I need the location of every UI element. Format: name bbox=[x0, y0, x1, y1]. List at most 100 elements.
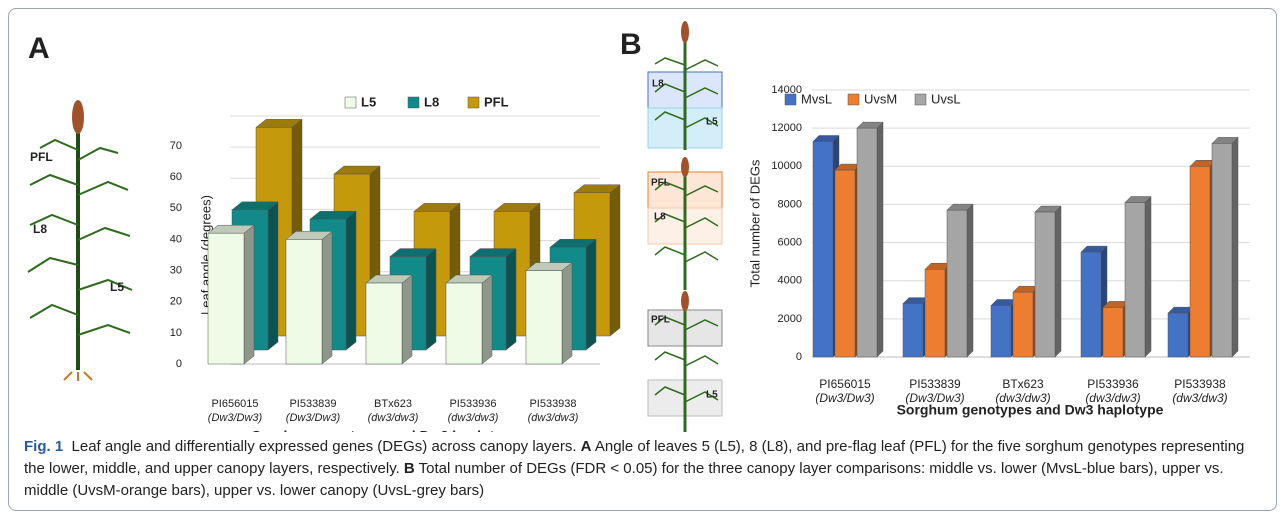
y-tick-label: 10000 bbox=[771, 160, 802, 172]
bar bbox=[526, 271, 562, 364]
plant-label: L8 bbox=[652, 79, 664, 90]
x-tick-note: (dw3/dw3) bbox=[448, 412, 499, 424]
plant-label: L8 bbox=[654, 212, 666, 223]
panicle bbox=[72, 100, 84, 134]
legend-label: L5 bbox=[361, 94, 376, 109]
bar bbox=[903, 304, 923, 357]
x-axis-title: Sorghum genotypes and Dw3 haplotype bbox=[897, 402, 1164, 418]
bar-side bbox=[586, 239, 596, 350]
bar bbox=[208, 233, 244, 364]
bar-side bbox=[1145, 197, 1151, 357]
bar bbox=[1125, 203, 1145, 357]
plant-label: PFL bbox=[651, 178, 670, 189]
caption-bold: B bbox=[404, 460, 415, 477]
bar bbox=[1103, 307, 1123, 357]
bar-side bbox=[346, 211, 356, 350]
y-tick-label: 30 bbox=[170, 264, 182, 276]
bar bbox=[1168, 313, 1188, 357]
bar-side bbox=[967, 204, 973, 357]
x-tick-note: (dw3/dw3) bbox=[1172, 391, 1227, 405]
bar bbox=[1081, 252, 1101, 357]
caption-bold: A bbox=[581, 438, 592, 455]
x-tick-label: PI533936 bbox=[449, 398, 496, 410]
bar-side bbox=[562, 263, 572, 364]
y-tick-label: 6000 bbox=[778, 236, 802, 248]
bar bbox=[813, 141, 833, 357]
legend-label: MvsL bbox=[801, 91, 832, 106]
x-tick-label: PI656015 bbox=[211, 398, 258, 410]
x-tick-label: PI656015 bbox=[819, 377, 871, 391]
x-tick-note: (dw3/dw3) bbox=[368, 412, 419, 424]
legend-swatch bbox=[345, 97, 356, 108]
caption: Fig. 1 Leaf angle and differentially exp… bbox=[24, 436, 1259, 502]
bar bbox=[991, 306, 1011, 357]
x-tick-note: (Dw3/Dw3) bbox=[286, 412, 341, 424]
legend-label: UvsM bbox=[864, 91, 897, 106]
x-tick-label: PI533936 bbox=[1087, 377, 1139, 391]
y-tick-label: 0 bbox=[796, 351, 802, 363]
x-tick-label: PI533938 bbox=[1174, 377, 1226, 391]
plant-label: PFL bbox=[30, 150, 53, 164]
plant-label: L8 bbox=[33, 222, 47, 236]
plant-label: L5 bbox=[706, 117, 718, 128]
x-tick-label: PI533839 bbox=[909, 377, 961, 391]
caption-bold: Fig. 1 bbox=[24, 438, 63, 455]
legend-label: UvsL bbox=[931, 91, 961, 106]
y-tick-label: 4000 bbox=[778, 275, 802, 287]
bar bbox=[835, 170, 855, 357]
x-tick-note: (Dw3/Dw3) bbox=[815, 391, 874, 405]
bar-side bbox=[402, 275, 412, 364]
x-tick-note: (Dw3/Dw3) bbox=[208, 412, 263, 424]
bar bbox=[925, 269, 945, 357]
bar-side bbox=[877, 122, 883, 357]
plant-label: L5 bbox=[110, 280, 124, 294]
bar bbox=[366, 283, 402, 364]
panel-letter: B bbox=[620, 28, 642, 61]
plant-a bbox=[28, 130, 132, 381]
legend-label: PFL bbox=[484, 94, 509, 109]
legend-swatch bbox=[848, 94, 859, 105]
panel-letter: A bbox=[28, 32, 50, 65]
bar-side bbox=[1055, 206, 1061, 357]
bar bbox=[857, 128, 877, 357]
y-tick-label: 70 bbox=[170, 140, 182, 152]
page: PFL L8 L5 L8 L5 PFL L8 PFL L5 A bbox=[0, 0, 1287, 521]
bar-side bbox=[1232, 137, 1238, 357]
plant-label: PFL bbox=[651, 315, 670, 326]
x-tick-label: PI533938 bbox=[529, 398, 576, 410]
y-tick-label: 40 bbox=[170, 233, 182, 245]
plant-label: L5 bbox=[706, 390, 718, 401]
bar bbox=[1013, 292, 1033, 357]
bar-side bbox=[610, 185, 620, 336]
figure: PFL L8 L5 L8 L5 PFL L8 PFL L5 A bbox=[0, 0, 1287, 432]
y-tick-label: 10 bbox=[170, 327, 182, 339]
x-tick-note: (dw3/dw3) bbox=[528, 412, 579, 424]
y-axis-title: Total number of DEGs bbox=[747, 159, 762, 287]
bar-side bbox=[506, 249, 516, 350]
legend-label: L8 bbox=[424, 94, 439, 109]
bar-side bbox=[482, 275, 492, 364]
y-tick-label: 8000 bbox=[778, 198, 802, 210]
y-tick-label: 20 bbox=[170, 296, 182, 308]
bar bbox=[1190, 166, 1210, 357]
bar-side bbox=[426, 249, 436, 350]
y-tick-label: 2000 bbox=[778, 313, 802, 325]
bar-side bbox=[322, 231, 332, 364]
bar-side bbox=[244, 225, 254, 364]
legend-swatch bbox=[785, 94, 796, 105]
legend-swatch bbox=[408, 97, 419, 108]
x-tick-label: BTx623 bbox=[1002, 377, 1044, 391]
legend-swatch bbox=[468, 97, 479, 108]
bar bbox=[1212, 143, 1232, 357]
x-tick-label: BTx623 bbox=[374, 398, 412, 410]
caption-text: Leaf angle and differentially expressed … bbox=[63, 438, 581, 455]
x-axis-title: Sorghum genotypes and Dw3 haplotype bbox=[252, 428, 519, 432]
y-tick-label: 50 bbox=[170, 202, 182, 214]
bar-side bbox=[268, 202, 278, 350]
legend-swatch bbox=[915, 94, 926, 105]
bar bbox=[286, 239, 322, 364]
x-tick-label: PI533839 bbox=[289, 398, 336, 410]
y-tick-label: 60 bbox=[170, 171, 182, 183]
y-tick-label: 12000 bbox=[771, 122, 802, 134]
y-tick-label: 0 bbox=[176, 358, 182, 370]
